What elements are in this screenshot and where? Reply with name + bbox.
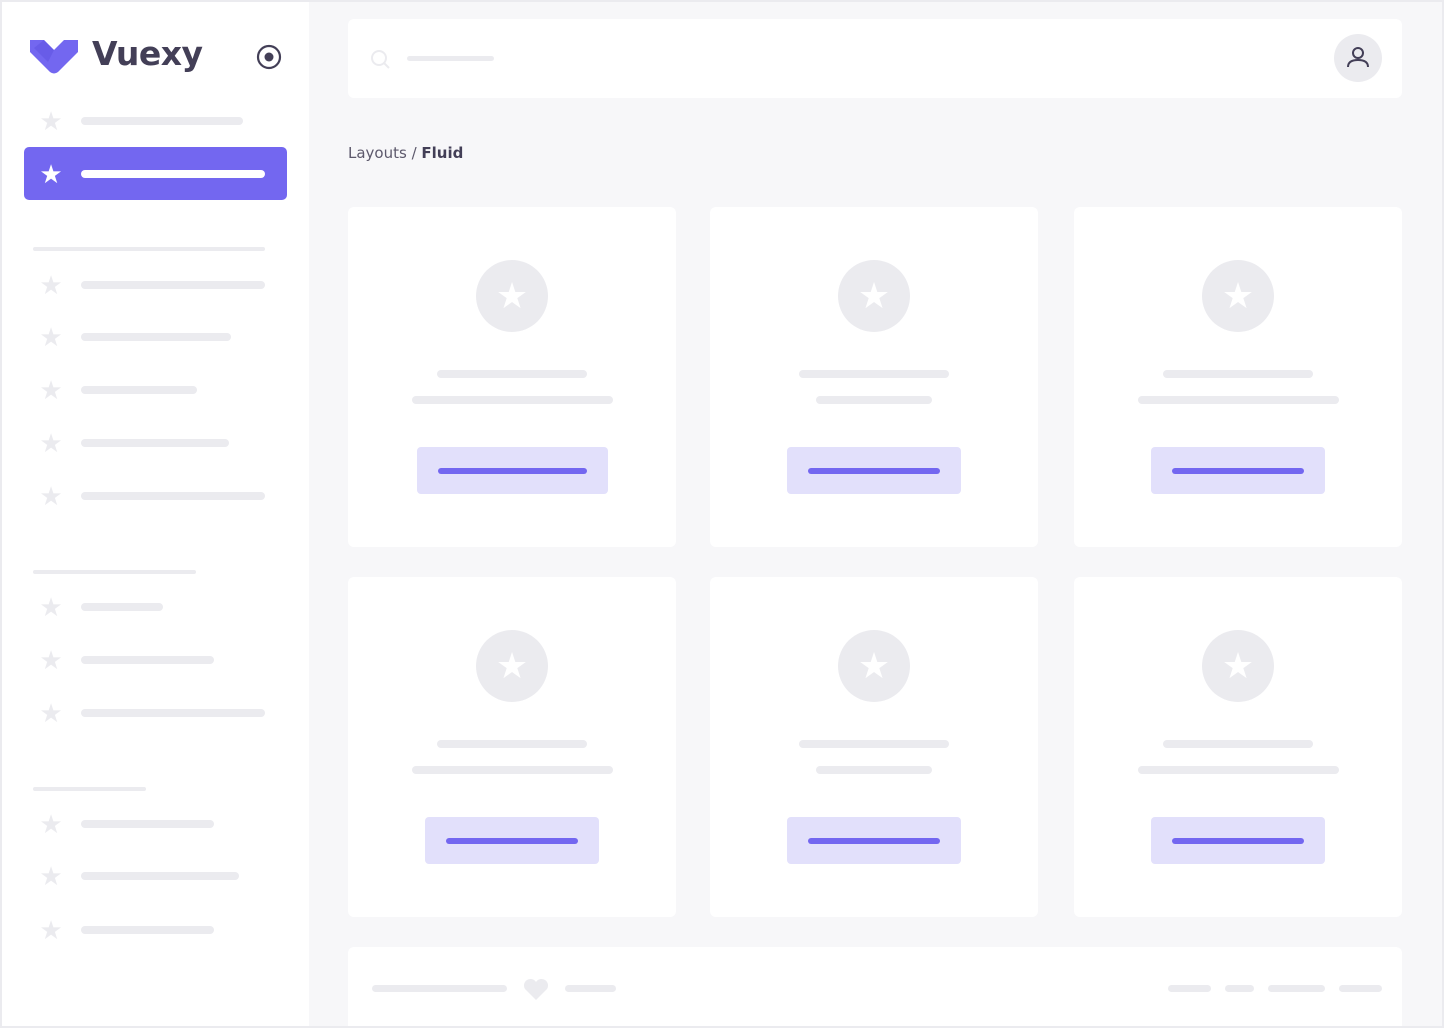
sidebar-item-label-active[interactable] (81, 170, 265, 178)
star-icon: ★ (39, 159, 63, 189)
user-icon (1347, 47, 1369, 68)
star-icon: ★ (39, 270, 63, 300)
sidebar-section-header (33, 787, 146, 791)
footer-link[interactable] (1268, 985, 1325, 992)
card-title (437, 740, 587, 748)
star-icon: ★ (476, 630, 548, 702)
star-icon: ★ (1202, 260, 1274, 332)
card-text (816, 396, 932, 404)
sidebar-item[interactable] (81, 926, 214, 934)
card-button[interactable] (787, 447, 961, 494)
card-button-label (1172, 468, 1304, 474)
sidebar-item[interactable] (81, 117, 243, 125)
brand-name: Vuexy (92, 34, 203, 73)
star-icon: ★ (1202, 630, 1274, 702)
star-icon: ★ (39, 428, 63, 458)
footer-link[interactable] (1168, 985, 1211, 992)
radio-circle-icon[interactable] (256, 44, 282, 70)
footer-link[interactable] (1225, 985, 1254, 992)
star-icon: ★ (39, 915, 63, 945)
sidebar: Vuexy ★ ★ ★ ★ ★ ★ ★ ★ ★ ★ ★ ★ ★ (2, 2, 309, 1026)
card: ★ (710, 577, 1038, 917)
card-button-label (437, 468, 587, 474)
star-icon: ★ (39, 375, 63, 405)
star-icon: ★ (39, 698, 63, 728)
footer-link[interactable] (1339, 985, 1382, 992)
avatar[interactable] (1334, 34, 1382, 82)
star-icon: ★ (476, 260, 548, 332)
heart-icon (523, 978, 549, 1000)
card-button[interactable] (1151, 817, 1325, 864)
card: ★ (348, 207, 676, 547)
card-title (799, 370, 949, 378)
star-icon: ★ (838, 630, 910, 702)
card-title (1163, 370, 1313, 378)
logo-icon (30, 40, 78, 74)
breadcrumb-parent[interactable]: Layouts (348, 144, 407, 162)
star-icon: ★ (39, 861, 63, 891)
sidebar-item[interactable] (81, 281, 265, 289)
sidebar-item[interactable] (81, 656, 214, 664)
card: ★ (348, 577, 676, 917)
card-text (816, 766, 932, 774)
sidebar-item[interactable] (81, 820, 214, 828)
sidebar-item[interactable] (81, 603, 163, 611)
sidebar-item[interactable] (81, 872, 239, 880)
card-title (437, 370, 587, 378)
breadcrumb-separator: / (406, 144, 422, 162)
breadcrumb: Layouts / Fluid (348, 144, 463, 162)
card-button[interactable] (425, 817, 599, 864)
card-title (1163, 740, 1313, 748)
breadcrumb-current: Fluid (421, 144, 464, 162)
card-button[interactable] (787, 817, 961, 864)
top-navbar (348, 19, 1402, 98)
card-title (799, 740, 949, 748)
search-input[interactable] (407, 56, 494, 61)
footer (348, 947, 1402, 1026)
star-icon: ★ (39, 809, 63, 839)
card-button[interactable] (416, 447, 608, 494)
sidebar-item[interactable] (81, 492, 265, 500)
card-text (411, 766, 613, 774)
card-button-label (808, 838, 940, 844)
star-icon: ★ (39, 645, 63, 675)
sidebar-item[interactable] (81, 333, 231, 341)
sidebar-item[interactable] (81, 386, 197, 394)
card-text (411, 396, 613, 404)
card-button[interactable] (1151, 447, 1325, 494)
star-icon: ★ (39, 106, 63, 136)
star-icon: ★ (838, 260, 910, 332)
star-icon: ★ (39, 481, 63, 511)
card-text (1137, 396, 1339, 404)
star-icon: ★ (39, 322, 63, 352)
sidebar-item[interactable] (81, 709, 265, 717)
card: ★ (1074, 207, 1402, 547)
star-icon: ★ (39, 592, 63, 622)
sidebar-section-header (33, 570, 196, 574)
sidebar-section-header (33, 247, 265, 251)
sidebar-item[interactable] (81, 439, 229, 447)
card-text (1137, 766, 1339, 774)
card: ★ (1074, 577, 1402, 917)
card-button-label (808, 468, 940, 474)
card-button-label (446, 838, 578, 844)
search-icon[interactable] (370, 49, 392, 71)
card: ★ (710, 207, 1038, 547)
card-button-label (1172, 838, 1304, 844)
